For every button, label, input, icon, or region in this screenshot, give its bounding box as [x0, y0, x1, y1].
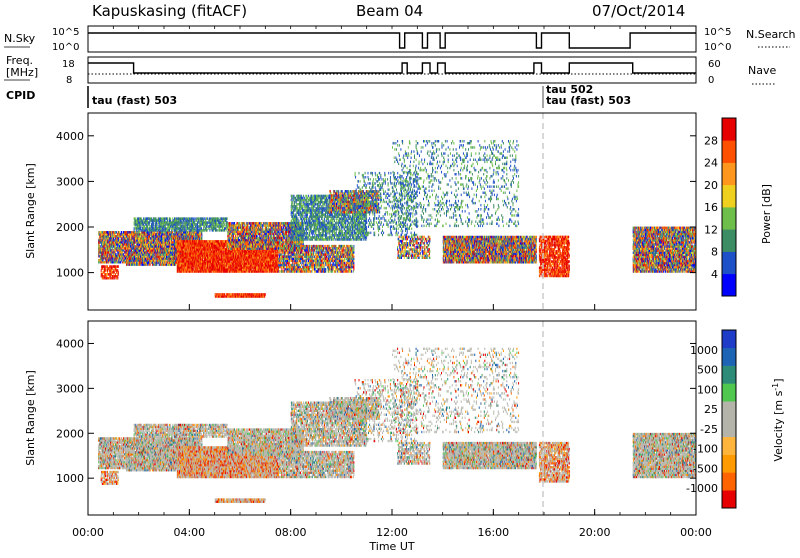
cpid-entry-1: tau (fast) 503 — [92, 94, 177, 107]
nsky-label: N.Sky — [4, 32, 36, 45]
nsearch-tick-top: 10^5 — [704, 27, 731, 38]
freq-panel — [88, 57, 696, 83]
power-cell — [108, 277, 109, 280]
power-cell — [118, 271, 119, 274]
freq-tick-top: 18 — [62, 59, 75, 70]
power-heatmap — [98, 140, 696, 298]
date-title: 07/Oct/2014 — [592, 2, 685, 20]
freq-tick-bottom: 8 — [66, 75, 72, 86]
nave-tick-top: 60 — [708, 59, 721, 70]
radar-summary-plot: Kapuskasing (fitACF) Beam 04 07/Oct/2014… — [0, 0, 800, 554]
power-cell — [103, 265, 104, 268]
freq-line — [88, 63, 696, 73]
nsearch-tick-bottom: 10^0 — [704, 42, 731, 53]
power-cell — [105, 269, 106, 272]
nsky-line — [88, 33, 696, 48]
cpid-entry-3: tau (fast) 503 — [546, 94, 631, 107]
power-cell — [134, 227, 135, 230]
nsearch-label: N.Search — [746, 28, 796, 41]
power-cell — [108, 273, 109, 276]
power-cell — [105, 265, 106, 268]
station-title: Kapuskasing (fitACF) — [92, 2, 247, 20]
beam-title: Beam 04 — [356, 2, 423, 20]
nave-label: Nave — [748, 64, 776, 77]
freq-label-2: [MHz] — [6, 66, 38, 79]
power-cell — [118, 265, 119, 268]
nsky-tick-top: 10^5 — [52, 27, 79, 38]
cpid-label: CPID — [6, 89, 35, 102]
nave-tick-bottom: 0 — [708, 75, 714, 86]
nsky-tick-bottom: 10^0 — [52, 42, 79, 53]
power-cell — [114, 239, 115, 242]
